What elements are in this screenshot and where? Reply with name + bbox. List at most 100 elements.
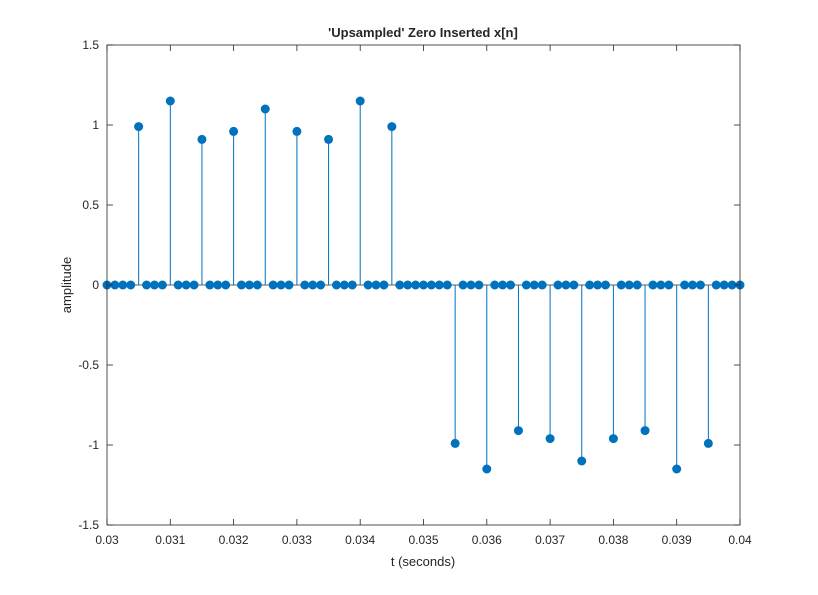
- stem-marker: [458, 280, 468, 290]
- y-axis-label: amplitude: [59, 257, 74, 313]
- stem-marker: [276, 280, 286, 290]
- y-tick-label: 0.5: [82, 198, 99, 212]
- stem-marker: [672, 464, 682, 474]
- stem-marker: [260, 104, 270, 114]
- x-tick-label: 0.038: [598, 533, 628, 547]
- stem-marker: [403, 280, 413, 290]
- stem-marker: [513, 426, 523, 436]
- stem-marker: [118, 280, 128, 290]
- stem-marker: [695, 280, 705, 290]
- y-tick-label: 1.5: [82, 38, 99, 52]
- x-tick-label: 0.036: [472, 533, 502, 547]
- stem-marker: [426, 280, 436, 290]
- stem-marker: [165, 96, 175, 106]
- stem-marker: [656, 280, 666, 290]
- stem-marker: [466, 280, 476, 290]
- stem-marker: [703, 438, 713, 448]
- stem-marker: [434, 280, 444, 290]
- x-tick-label: 0.034: [345, 533, 375, 547]
- stem-marker: [616, 280, 626, 290]
- stem-marker: [719, 280, 729, 290]
- stem-marker: [324, 134, 334, 144]
- y-tick-label: -0.5: [78, 358, 99, 372]
- stem-marker: [450, 438, 460, 448]
- stem-marker: [205, 280, 215, 290]
- stem-marker: [126, 280, 136, 290]
- stem-marker: [632, 280, 642, 290]
- chart-title: 'Upsampled' Zero Inserted x[n]: [328, 25, 518, 40]
- stem-marker: [213, 280, 223, 290]
- x-tick-label: 0.03: [95, 533, 119, 547]
- stem-marker: [569, 280, 579, 290]
- stem-marker: [482, 464, 492, 474]
- stem-marker: [506, 280, 516, 290]
- stem-marker: [173, 280, 183, 290]
- stem-marker: [387, 122, 397, 132]
- stem-marker: [316, 280, 326, 290]
- stem-marker: [308, 280, 318, 290]
- ticks-layer: 0.03 0.031 0.032 0.033 0.034 0.035 0.036 0.037 0…: [78, 38, 752, 547]
- stem-marker: [268, 280, 278, 290]
- stem-marker: [379, 280, 389, 290]
- stem-marker: [521, 280, 531, 290]
- stem-marker: [134, 122, 144, 132]
- stem-marker: [474, 280, 484, 290]
- stem-marker: [292, 126, 302, 136]
- stem-marker: [229, 126, 239, 136]
- stem-marker: [149, 280, 159, 290]
- stem-marker: [331, 280, 341, 290]
- stem-marker: [711, 280, 721, 290]
- x-tick-label: 0.039: [662, 533, 692, 547]
- stem-marker: [363, 280, 373, 290]
- x-tick-label: 0.035: [408, 533, 438, 547]
- stem-marker: [181, 280, 191, 290]
- stem-marker: [221, 280, 231, 290]
- stem-marker: [300, 280, 310, 290]
- stem-marker: [237, 280, 247, 290]
- stem-marker: [490, 280, 500, 290]
- stem-marker: [197, 134, 207, 144]
- y-tick-label: -1: [88, 438, 99, 452]
- x-tick-label: 0.037: [535, 533, 565, 547]
- stem-marker: [498, 280, 508, 290]
- stem-marker: [371, 280, 381, 290]
- stem-marker: [142, 280, 152, 290]
- stem-marker: [600, 280, 610, 290]
- stem-marker: [593, 280, 603, 290]
- stem-marker: [252, 280, 262, 290]
- stem-marker: [640, 426, 650, 436]
- stem-marker: [244, 280, 254, 290]
- x-tick-label: 0.032: [219, 533, 249, 547]
- stem-marker: [157, 280, 167, 290]
- stem-marker: [395, 280, 405, 290]
- stem-marker: [411, 280, 421, 290]
- stem-marker: [529, 280, 539, 290]
- stem-marker: [585, 280, 595, 290]
- y-tick-label: 0: [92, 278, 99, 292]
- stem-marker: [419, 280, 428, 290]
- x-tick-label: 0.033: [282, 533, 312, 547]
- stem-marker: [680, 280, 690, 290]
- stem-marker: [442, 280, 452, 290]
- y-tick-label: 1: [92, 118, 99, 132]
- stem-marker: [648, 280, 658, 290]
- x-tick-label: 0.04: [728, 533, 752, 547]
- stem-marker: [577, 456, 587, 466]
- stem-marker: [339, 280, 349, 290]
- stem-marker: [688, 280, 698, 290]
- stem-marker: [727, 280, 737, 290]
- x-tick-label: 0.031: [155, 533, 185, 547]
- stem-marker: [553, 280, 563, 290]
- stem-marker: [347, 280, 357, 290]
- stem-marker: [355, 96, 365, 106]
- stem-marker: [189, 280, 199, 290]
- stem-marker: [545, 434, 555, 444]
- stems-layer: [102, 96, 745, 474]
- y-tick-label: -1.5: [78, 518, 99, 532]
- stem-marker: [608, 434, 618, 444]
- stem-marker: [110, 280, 120, 290]
- stem-marker: [664, 280, 674, 290]
- stem-marker: [537, 280, 547, 290]
